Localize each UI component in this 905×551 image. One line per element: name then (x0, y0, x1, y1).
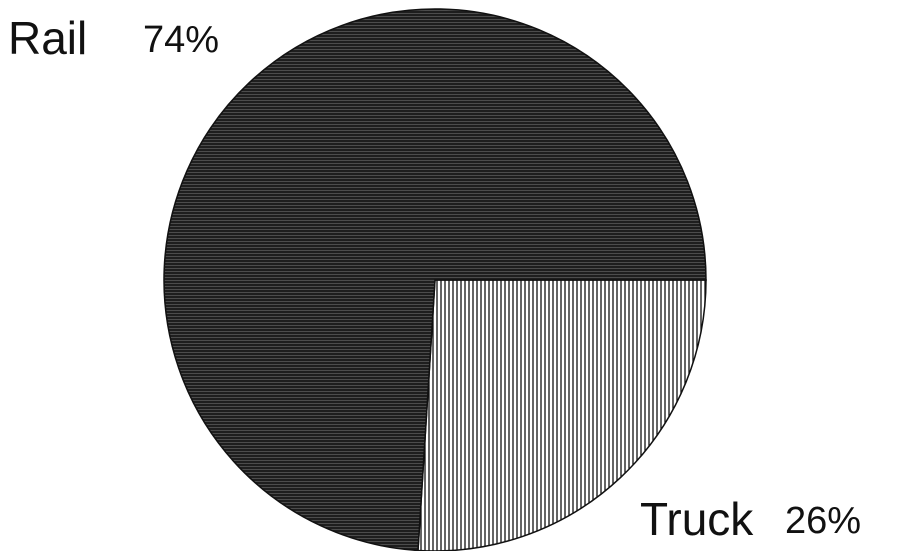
value-label: 74% (143, 19, 219, 61)
value-label: 26% (785, 500, 861, 542)
pie-slice (163, 8, 707, 551)
pie-slice (417, 279, 707, 551)
category-label: Truck (640, 493, 754, 545)
category-label: Rail (8, 12, 87, 64)
